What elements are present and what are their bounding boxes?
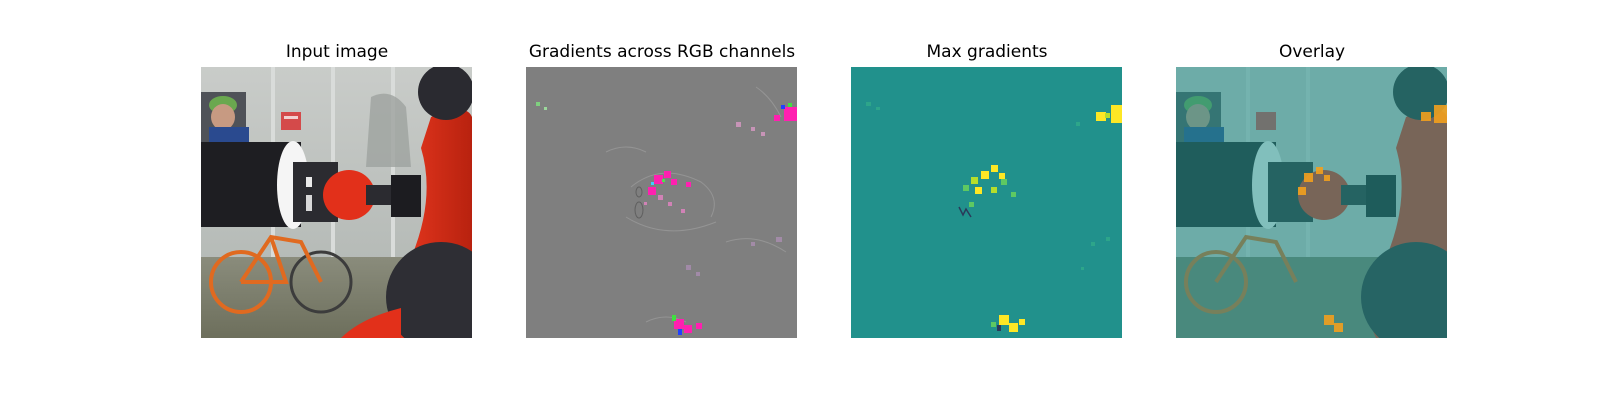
max-gradients-render xyxy=(851,67,1122,338)
overlay-render xyxy=(1176,67,1447,338)
max-gradients-image xyxy=(851,67,1122,338)
overlay-image xyxy=(1176,67,1447,338)
input-image-render xyxy=(201,67,472,338)
panel-title-overlay: Overlay xyxy=(1278,42,1346,62)
input-image xyxy=(201,67,472,338)
gradients-rgb-render xyxy=(526,67,797,338)
panel-title-gradients-rgb: Gradients across RGB channels xyxy=(528,42,796,62)
gradients-rgb-image xyxy=(526,67,797,338)
panel-title-input-image: Input image xyxy=(285,42,389,62)
panel-title-max-gradients: Max gradients xyxy=(926,42,1048,62)
